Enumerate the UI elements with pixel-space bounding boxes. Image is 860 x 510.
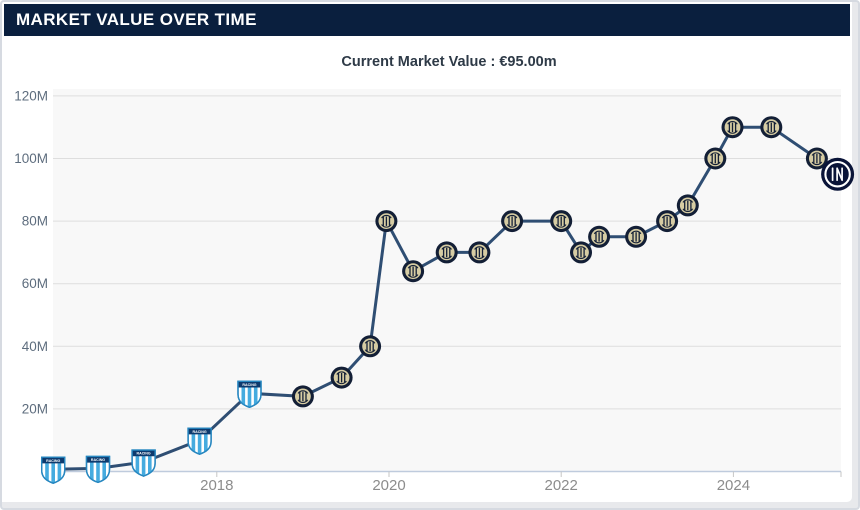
data-point-inter_old-crest-icon[interactable]	[468, 241, 491, 264]
y-axis-label: 20M	[22, 401, 48, 416]
data-point-inter_old-crest-icon[interactable]	[721, 116, 744, 139]
y-axis-label: 80M	[22, 214, 48, 229]
current-market-value-label: Current Market Value : €95.00m	[341, 54, 557, 70]
x-axis-label: 2020	[372, 477, 405, 494]
data-point-racing-crest-icon[interactable]: RACING	[237, 380, 262, 409]
data-point-inter_old-crest-icon[interactable]	[704, 147, 727, 170]
data-point-inter_old-crest-icon[interactable]	[588, 225, 611, 248]
panel-title: MARKET VALUE OVER TIME	[16, 10, 257, 29]
racing-banner-text: RACING	[193, 430, 207, 434]
panel-header: MARKET VALUE OVER TIME	[4, 4, 850, 36]
data-point-inter_old-crest-icon[interactable]	[402, 260, 425, 283]
data-point-racing-crest-icon[interactable]: RACING	[41, 456, 66, 484]
data-point-inter_old-crest-icon[interactable]	[550, 210, 573, 233]
x-axis-label: 2018	[200, 477, 233, 494]
x-axis-label: 2022	[545, 477, 578, 494]
data-point-inter_old-crest-icon[interactable]	[435, 241, 458, 264]
x-axis-label: 2024	[717, 477, 750, 494]
data-point-inter_old-crest-icon[interactable]	[291, 385, 314, 408]
data-point-inter_old-crest-icon[interactable]	[501, 210, 524, 233]
data-point-inter_old-crest-icon[interactable]	[625, 225, 648, 248]
data-point-inter_old-crest-icon[interactable]	[760, 116, 783, 139]
data-point-racing-crest-icon[interactable]: RACING	[85, 455, 111, 484]
data-point-racing-crest-icon[interactable]: RACING	[187, 427, 212, 455]
data-point-inter_old-crest-icon[interactable]	[656, 210, 679, 233]
data-point-inter_old-crest-icon[interactable]	[375, 210, 398, 233]
data-point-inter_new-crest-icon[interactable]	[821, 157, 855, 191]
data-point-inter_old-crest-icon[interactable]	[570, 241, 592, 264]
y-axis-label: 40M	[22, 339, 48, 354]
data-point-racing-crest-icon[interactable]: RACING	[131, 449, 156, 477]
data-point-inter_old-crest-icon[interactable]	[676, 194, 699, 217]
y-axis-label: 120M	[14, 88, 48, 103]
racing-banner-text: RACING	[137, 452, 151, 456]
racing-banner-text: RACING	[91, 458, 105, 462]
racing-banner-text: RACING	[46, 459, 60, 463]
data-point-inter_old-crest-icon[interactable]	[359, 335, 382, 358]
racing-banner-text: RACING	[242, 383, 256, 387]
y-axis-label: 100M	[14, 151, 48, 166]
y-axis-label: 60M	[22, 276, 48, 291]
data-point-inter_old-crest-icon[interactable]	[330, 366, 353, 389]
data-point-inter_old-crest-icon[interactable]	[805, 147, 828, 170]
